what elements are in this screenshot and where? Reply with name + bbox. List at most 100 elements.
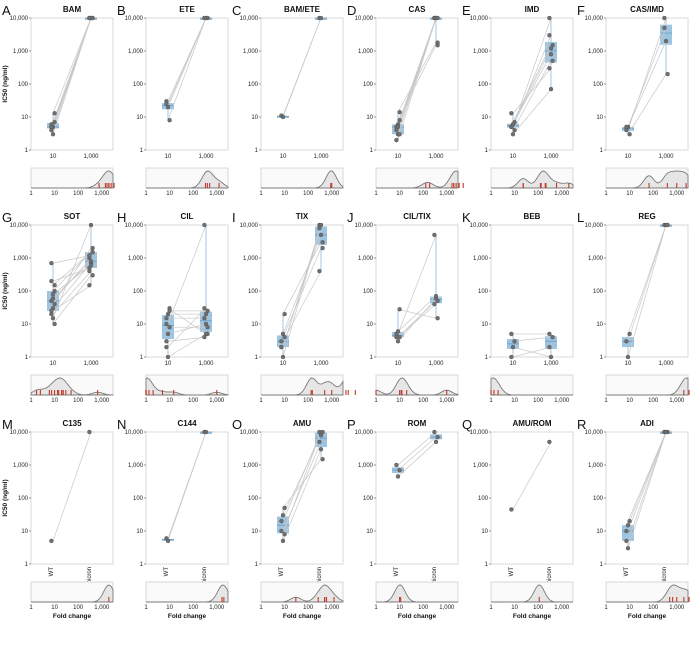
y-tick-label: 10,000	[240, 223, 259, 229]
x-tick-label: 1,000	[658, 154, 674, 160]
x-tick-label: 10	[625, 154, 632, 160]
wt-point	[50, 296, 56, 301]
paired-line	[627, 27, 667, 128]
density-curve	[606, 377, 689, 396]
panel-title-reg: REG	[638, 212, 655, 221]
box-iqr	[622, 525, 634, 541]
wt-point	[624, 538, 629, 544]
wt-point	[165, 331, 171, 337]
fold-tick-label: 1	[374, 605, 378, 611]
omicron-point	[87, 283, 92, 288]
y-tick-label: 1,000	[13, 49, 29, 55]
fold-tick-label: 100	[418, 191, 429, 197]
fold-tick-label: 10	[396, 191, 403, 197]
omicron-point	[547, 66, 552, 71]
wt-point	[279, 344, 284, 350]
y-tick-label: 1	[370, 148, 374, 154]
wt-point	[49, 308, 54, 314]
wt-point	[164, 339, 169, 344]
paired-line	[397, 295, 437, 332]
paired-line	[52, 17, 92, 114]
density-frame-rom	[375, 581, 459, 603]
y-tick-label: 10,000	[585, 223, 604, 229]
fold-tick-label: 1,000	[669, 191, 685, 197]
fold-tick-label: 10	[281, 191, 288, 197]
omicron-point	[318, 447, 324, 452]
fold-tick-label: 1	[29, 605, 33, 611]
wt-point	[49, 124, 54, 130]
panel-title-sot: SOT	[64, 212, 81, 221]
wt-point	[627, 518, 632, 524]
omicron-point	[435, 434, 440, 440]
fold-tick-label: 1,000	[94, 398, 110, 404]
paired-line	[627, 40, 667, 128]
fold-tick-label: 100	[188, 191, 199, 197]
y-tick-label: 10,000	[10, 223, 29, 229]
fold-tick-label: 1,000	[554, 191, 570, 197]
paired-line	[52, 284, 92, 312]
omicron-point	[320, 429, 325, 435]
panel-letter-bam: A	[2, 3, 11, 18]
fold-axis-label: Fold change	[283, 613, 322, 620]
panel-title-c144: C144	[177, 419, 197, 428]
y-tick-label: 1	[140, 355, 144, 361]
y-tick-label: 10	[596, 529, 603, 535]
x-tick-label: 1,000	[313, 154, 329, 160]
wt-point	[280, 538, 286, 544]
omicron-point	[88, 263, 94, 268]
paired-line	[397, 234, 437, 335]
box-iqr	[660, 24, 672, 45]
x-tick-label: 1,000	[198, 154, 214, 160]
wt-point	[165, 354, 171, 360]
y-tick-label: 10,000	[125, 430, 144, 436]
paired-line	[282, 17, 322, 118]
omicron-point	[87, 15, 92, 21]
paired-line	[627, 224, 667, 335]
y-tick-label: 10	[21, 529, 28, 535]
y-tick-label: 10	[366, 529, 373, 535]
paired-line	[397, 298, 437, 342]
x-category-label: Omicron	[87, 567, 93, 590]
paired-line	[167, 17, 207, 121]
paired-line	[282, 431, 322, 535]
fold-tick-label: 1,000	[669, 605, 685, 611]
wt-point	[280, 354, 286, 360]
omicron-point	[317, 268, 322, 274]
panel-letter-cil: H	[117, 210, 126, 225]
fold-tick-label: 1	[29, 398, 33, 404]
wt-point	[624, 124, 629, 130]
fold-tick-label: 100	[533, 398, 544, 404]
paired-line	[52, 17, 92, 135]
omicron-point	[547, 33, 552, 38]
paired-line	[512, 68, 552, 114]
fold-tick-label: 100	[188, 398, 199, 404]
fold-tick-label: 10	[511, 191, 518, 197]
fold-tick-label: 10	[511, 605, 518, 611]
omicron-point	[88, 259, 94, 264]
y-tick-label: 100	[133, 82, 144, 88]
y-tick-label: 1	[255, 355, 259, 361]
omicron-point	[433, 439, 439, 445]
panel-title-c135: C135	[62, 419, 82, 428]
paired-line	[397, 431, 437, 466]
paired-line	[397, 441, 437, 477]
fold-tick-label: 1,000	[324, 605, 340, 611]
panel-letter-ete: B	[117, 3, 126, 18]
wt-point	[512, 339, 517, 344]
paired-line	[282, 270, 322, 342]
y-tick-label: 10,000	[10, 16, 29, 22]
omicron-point	[663, 38, 669, 44]
y-tick-label: 1,000	[13, 463, 29, 469]
fold-tick-label: 1	[489, 398, 493, 404]
y-tick-label: 100	[363, 289, 374, 295]
paired-line	[397, 17, 437, 128]
plot-frame-bam	[30, 17, 114, 151]
omicron-point	[90, 273, 95, 278]
wt-point	[395, 329, 401, 334]
wt-point	[397, 467, 402, 473]
fold-axis-label: Fold change	[628, 613, 667, 620]
x-category-label: Omicron	[662, 567, 668, 590]
wt-point	[282, 311, 287, 317]
wt-point	[50, 132, 56, 137]
paired-line	[52, 247, 92, 305]
